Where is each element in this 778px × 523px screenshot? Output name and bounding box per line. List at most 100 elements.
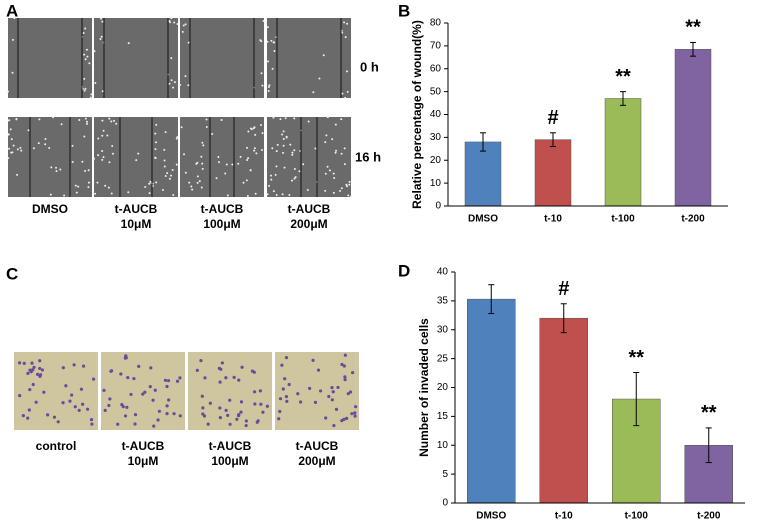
cell xyxy=(201,412,205,416)
cell xyxy=(38,374,42,378)
cell xyxy=(260,40,263,43)
cell xyxy=(285,399,289,404)
cell xyxy=(44,143,47,146)
cell xyxy=(353,411,357,415)
cell xyxy=(282,144,285,147)
row-label: 16 h xyxy=(355,149,381,164)
cell xyxy=(283,377,287,381)
y-tick-label: 40 xyxy=(430,109,442,120)
cell xyxy=(200,394,204,398)
cell xyxy=(316,368,321,372)
cell xyxy=(37,142,40,145)
cell xyxy=(26,416,30,420)
cell xyxy=(345,416,349,420)
cell xyxy=(90,422,94,426)
cell xyxy=(56,420,60,424)
cell xyxy=(343,378,347,382)
cell xyxy=(278,397,283,401)
cell xyxy=(260,148,263,151)
caption: 10μM xyxy=(121,217,152,231)
cell xyxy=(196,161,199,164)
cell xyxy=(231,163,234,166)
cell xyxy=(61,366,65,370)
cell xyxy=(244,423,248,428)
cell xyxy=(12,144,15,147)
cell xyxy=(59,168,62,171)
cell xyxy=(161,188,164,191)
y-tick-label: 0 xyxy=(442,498,448,509)
cell xyxy=(172,412,176,416)
cell xyxy=(349,195,352,198)
cell xyxy=(101,119,104,122)
cell xyxy=(102,129,105,132)
cell xyxy=(151,398,155,402)
cell xyxy=(154,156,157,159)
cell xyxy=(253,149,256,152)
cell xyxy=(19,146,22,149)
cell xyxy=(341,31,344,34)
cell xyxy=(155,123,158,126)
cell xyxy=(331,138,334,141)
cell xyxy=(85,407,90,411)
cell xyxy=(324,172,327,175)
cell xyxy=(173,21,176,24)
y-tick-label: 30 xyxy=(437,324,449,335)
cell xyxy=(81,160,84,163)
cell xyxy=(235,417,239,421)
cell xyxy=(343,21,346,24)
cell xyxy=(184,171,187,174)
cell xyxy=(71,160,74,163)
cell xyxy=(346,90,349,93)
cell xyxy=(245,179,248,182)
cell xyxy=(236,414,241,418)
y-tick-label: 10 xyxy=(430,178,442,189)
cell xyxy=(201,406,205,410)
cell xyxy=(87,186,90,189)
cell xyxy=(137,364,141,368)
cell xyxy=(183,153,186,156)
bar xyxy=(534,139,572,207)
caption: 200μM xyxy=(290,217,327,231)
cell xyxy=(218,406,222,410)
cell xyxy=(308,386,312,390)
cell xyxy=(70,393,74,397)
cell xyxy=(296,392,300,396)
y-axis-label: Number of invaded cells xyxy=(417,318,431,457)
cell xyxy=(253,402,257,406)
micrograph xyxy=(188,352,272,430)
cell xyxy=(93,50,96,53)
cell xyxy=(293,177,296,180)
cell xyxy=(175,163,178,166)
cell xyxy=(28,387,32,392)
cell xyxy=(166,379,171,383)
bar xyxy=(464,141,502,207)
cell xyxy=(284,395,288,399)
cell xyxy=(331,390,335,394)
caption: 100μM xyxy=(203,217,240,231)
caption: DMSO xyxy=(32,202,68,216)
cell xyxy=(289,143,292,146)
cell xyxy=(83,89,86,92)
cell xyxy=(215,177,218,180)
cell xyxy=(109,369,113,373)
cell xyxy=(252,127,255,130)
cell xyxy=(280,363,284,367)
cell xyxy=(63,194,66,197)
cell xyxy=(101,134,104,137)
cell xyxy=(326,116,329,119)
cell xyxy=(217,155,220,158)
cell xyxy=(18,361,22,365)
micrograph xyxy=(267,18,351,98)
cell xyxy=(327,394,331,399)
cell xyxy=(224,376,228,380)
cell xyxy=(206,422,210,426)
cell xyxy=(170,174,173,177)
cell xyxy=(108,117,111,120)
cell xyxy=(256,419,260,423)
bar xyxy=(467,298,516,504)
cell xyxy=(281,193,284,196)
cell xyxy=(272,41,275,44)
cell xyxy=(340,118,343,121)
bar xyxy=(604,98,642,207)
cell xyxy=(38,118,41,121)
